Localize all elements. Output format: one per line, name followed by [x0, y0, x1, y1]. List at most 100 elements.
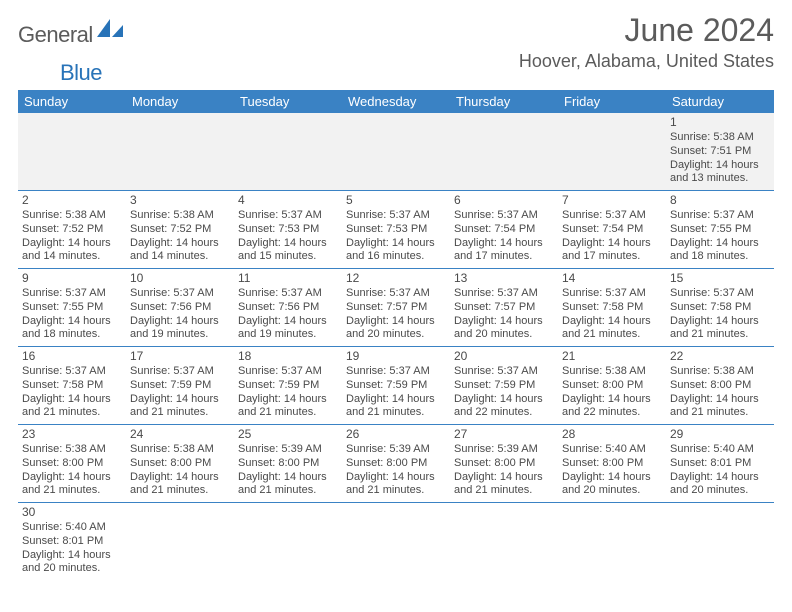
calendar-cell	[450, 113, 558, 191]
sunrise-line: Sunrise: 5:40 AM	[22, 521, 122, 535]
calendar-cell: 10Sunrise: 5:37 AMSunset: 7:56 PMDayligh…	[126, 269, 234, 347]
weekday-header: Saturday	[666, 90, 774, 113]
sunrise-line: Sunrise: 5:37 AM	[454, 209, 554, 223]
day-number: 28	[562, 427, 662, 442]
calendar-page: General June 2024 Hoover, Alabama, Unite…	[0, 0, 792, 592]
sunset-line: Sunset: 7:58 PM	[22, 379, 122, 393]
day-number: 29	[670, 427, 770, 442]
weekday-header: Friday	[558, 90, 666, 113]
calendar-cell: 21Sunrise: 5:38 AMSunset: 8:00 PMDayligh…	[558, 347, 666, 425]
calendar-cell: 4Sunrise: 5:37 AMSunset: 7:53 PMDaylight…	[234, 191, 342, 269]
calendar-cell	[558, 503, 666, 581]
calendar-cell: 28Sunrise: 5:40 AMSunset: 8:00 PMDayligh…	[558, 425, 666, 503]
weekday-header: Sunday	[18, 90, 126, 113]
calendar-cell: 23Sunrise: 5:38 AMSunset: 8:00 PMDayligh…	[18, 425, 126, 503]
sunset-line: Sunset: 7:54 PM	[562, 223, 662, 237]
sunrise-line: Sunrise: 5:37 AM	[562, 287, 662, 301]
calendar-cell: 14Sunrise: 5:37 AMSunset: 7:58 PMDayligh…	[558, 269, 666, 347]
daylight-line: Daylight: 14 hours and 22 minutes.	[562, 393, 662, 421]
sunrise-line: Sunrise: 5:37 AM	[130, 365, 230, 379]
daylight-line: Daylight: 14 hours and 20 minutes.	[22, 549, 122, 577]
daylight-line: Daylight: 14 hours and 22 minutes.	[454, 393, 554, 421]
calendar-cell: 2Sunrise: 5:38 AMSunset: 7:52 PMDaylight…	[18, 191, 126, 269]
sunrise-line: Sunrise: 5:37 AM	[130, 287, 230, 301]
sunset-line: Sunset: 7:59 PM	[238, 379, 338, 393]
calendar-cell: 22Sunrise: 5:38 AMSunset: 8:00 PMDayligh…	[666, 347, 774, 425]
daylight-line: Daylight: 14 hours and 16 minutes.	[346, 237, 446, 265]
sunset-line: Sunset: 7:55 PM	[670, 223, 770, 237]
calendar-cell	[666, 503, 774, 581]
daylight-line: Daylight: 14 hours and 21 minutes.	[130, 393, 230, 421]
day-number: 25	[238, 427, 338, 442]
sunrise-line: Sunrise: 5:39 AM	[454, 443, 554, 457]
daylight-line: Daylight: 14 hours and 17 minutes.	[454, 237, 554, 265]
calendar-cell: 9Sunrise: 5:37 AMSunset: 7:55 PMDaylight…	[18, 269, 126, 347]
sunset-line: Sunset: 7:58 PM	[562, 301, 662, 315]
sunrise-line: Sunrise: 5:38 AM	[670, 131, 770, 145]
sunset-line: Sunset: 7:53 PM	[238, 223, 338, 237]
sunset-line: Sunset: 8:00 PM	[562, 379, 662, 393]
calendar-cell: 26Sunrise: 5:39 AMSunset: 8:00 PMDayligh…	[342, 425, 450, 503]
sunrise-line: Sunrise: 5:38 AM	[22, 443, 122, 457]
sunrise-line: Sunrise: 5:37 AM	[454, 365, 554, 379]
daylight-line: Daylight: 14 hours and 21 minutes.	[562, 315, 662, 343]
day-number: 11	[238, 271, 338, 286]
sunset-line: Sunset: 7:52 PM	[22, 223, 122, 237]
sunrise-line: Sunrise: 5:38 AM	[130, 209, 230, 223]
sunrise-line: Sunrise: 5:39 AM	[346, 443, 446, 457]
sunset-line: Sunset: 8:01 PM	[670, 457, 770, 471]
daylight-line: Daylight: 14 hours and 21 minutes.	[346, 393, 446, 421]
sunrise-line: Sunrise: 5:37 AM	[346, 209, 446, 223]
daylight-line: Daylight: 14 hours and 21 minutes.	[22, 471, 122, 499]
calendar-cell: 30Sunrise: 5:40 AMSunset: 8:01 PMDayligh…	[18, 503, 126, 581]
calendar-cell	[126, 503, 234, 581]
daylight-line: Daylight: 14 hours and 20 minutes.	[562, 471, 662, 499]
sunset-line: Sunset: 7:54 PM	[454, 223, 554, 237]
logo-sail-icon	[97, 19, 123, 44]
sunrise-line: Sunrise: 5:40 AM	[670, 443, 770, 457]
sunset-line: Sunset: 7:52 PM	[130, 223, 230, 237]
sunset-line: Sunset: 8:00 PM	[22, 457, 122, 471]
calendar-cell: 13Sunrise: 5:37 AMSunset: 7:57 PMDayligh…	[450, 269, 558, 347]
daylight-line: Daylight: 14 hours and 19 minutes.	[130, 315, 230, 343]
calendar-cell: 15Sunrise: 5:37 AMSunset: 7:58 PMDayligh…	[666, 269, 774, 347]
calendar-cell: 12Sunrise: 5:37 AMSunset: 7:57 PMDayligh…	[342, 269, 450, 347]
sunset-line: Sunset: 7:51 PM	[670, 145, 770, 159]
calendar-cell: 1Sunrise: 5:38 AMSunset: 7:51 PMDaylight…	[666, 113, 774, 191]
day-number: 17	[130, 349, 230, 364]
daylight-line: Daylight: 14 hours and 21 minutes.	[130, 471, 230, 499]
day-number: 21	[562, 349, 662, 364]
sunset-line: Sunset: 7:58 PM	[670, 301, 770, 315]
daylight-line: Daylight: 14 hours and 17 minutes.	[562, 237, 662, 265]
sunrise-line: Sunrise: 5:37 AM	[670, 287, 770, 301]
calendar-cell	[234, 503, 342, 581]
weekday-header: Wednesday	[342, 90, 450, 113]
sunset-line: Sunset: 7:53 PM	[346, 223, 446, 237]
sunset-line: Sunset: 7:57 PM	[454, 301, 554, 315]
month-title: June 2024	[519, 12, 774, 49]
day-number: 8	[670, 193, 770, 208]
daylight-line: Daylight: 14 hours and 18 minutes.	[670, 237, 770, 265]
day-number: 26	[346, 427, 446, 442]
calendar-cell	[558, 113, 666, 191]
sunset-line: Sunset: 7:57 PM	[346, 301, 446, 315]
daylight-line: Daylight: 14 hours and 14 minutes.	[22, 237, 122, 265]
day-number: 22	[670, 349, 770, 364]
day-number: 12	[346, 271, 446, 286]
day-number: 3	[130, 193, 230, 208]
calendar-header-row: SundayMondayTuesdayWednesdayThursdayFrid…	[18, 90, 774, 113]
sunset-line: Sunset: 8:00 PM	[670, 379, 770, 393]
day-number: 6	[454, 193, 554, 208]
sunrise-line: Sunrise: 5:37 AM	[22, 365, 122, 379]
sunrise-line: Sunrise: 5:38 AM	[670, 365, 770, 379]
sunset-line: Sunset: 7:59 PM	[454, 379, 554, 393]
calendar-cell: 24Sunrise: 5:38 AMSunset: 8:00 PMDayligh…	[126, 425, 234, 503]
day-number: 2	[22, 193, 122, 208]
sunset-line: Sunset: 8:01 PM	[22, 535, 122, 549]
sunrise-line: Sunrise: 5:37 AM	[238, 287, 338, 301]
sunrise-line: Sunrise: 5:38 AM	[22, 209, 122, 223]
calendar-cell: 3Sunrise: 5:38 AMSunset: 7:52 PMDaylight…	[126, 191, 234, 269]
sunrise-line: Sunrise: 5:38 AM	[562, 365, 662, 379]
day-number: 10	[130, 271, 230, 286]
day-number: 18	[238, 349, 338, 364]
